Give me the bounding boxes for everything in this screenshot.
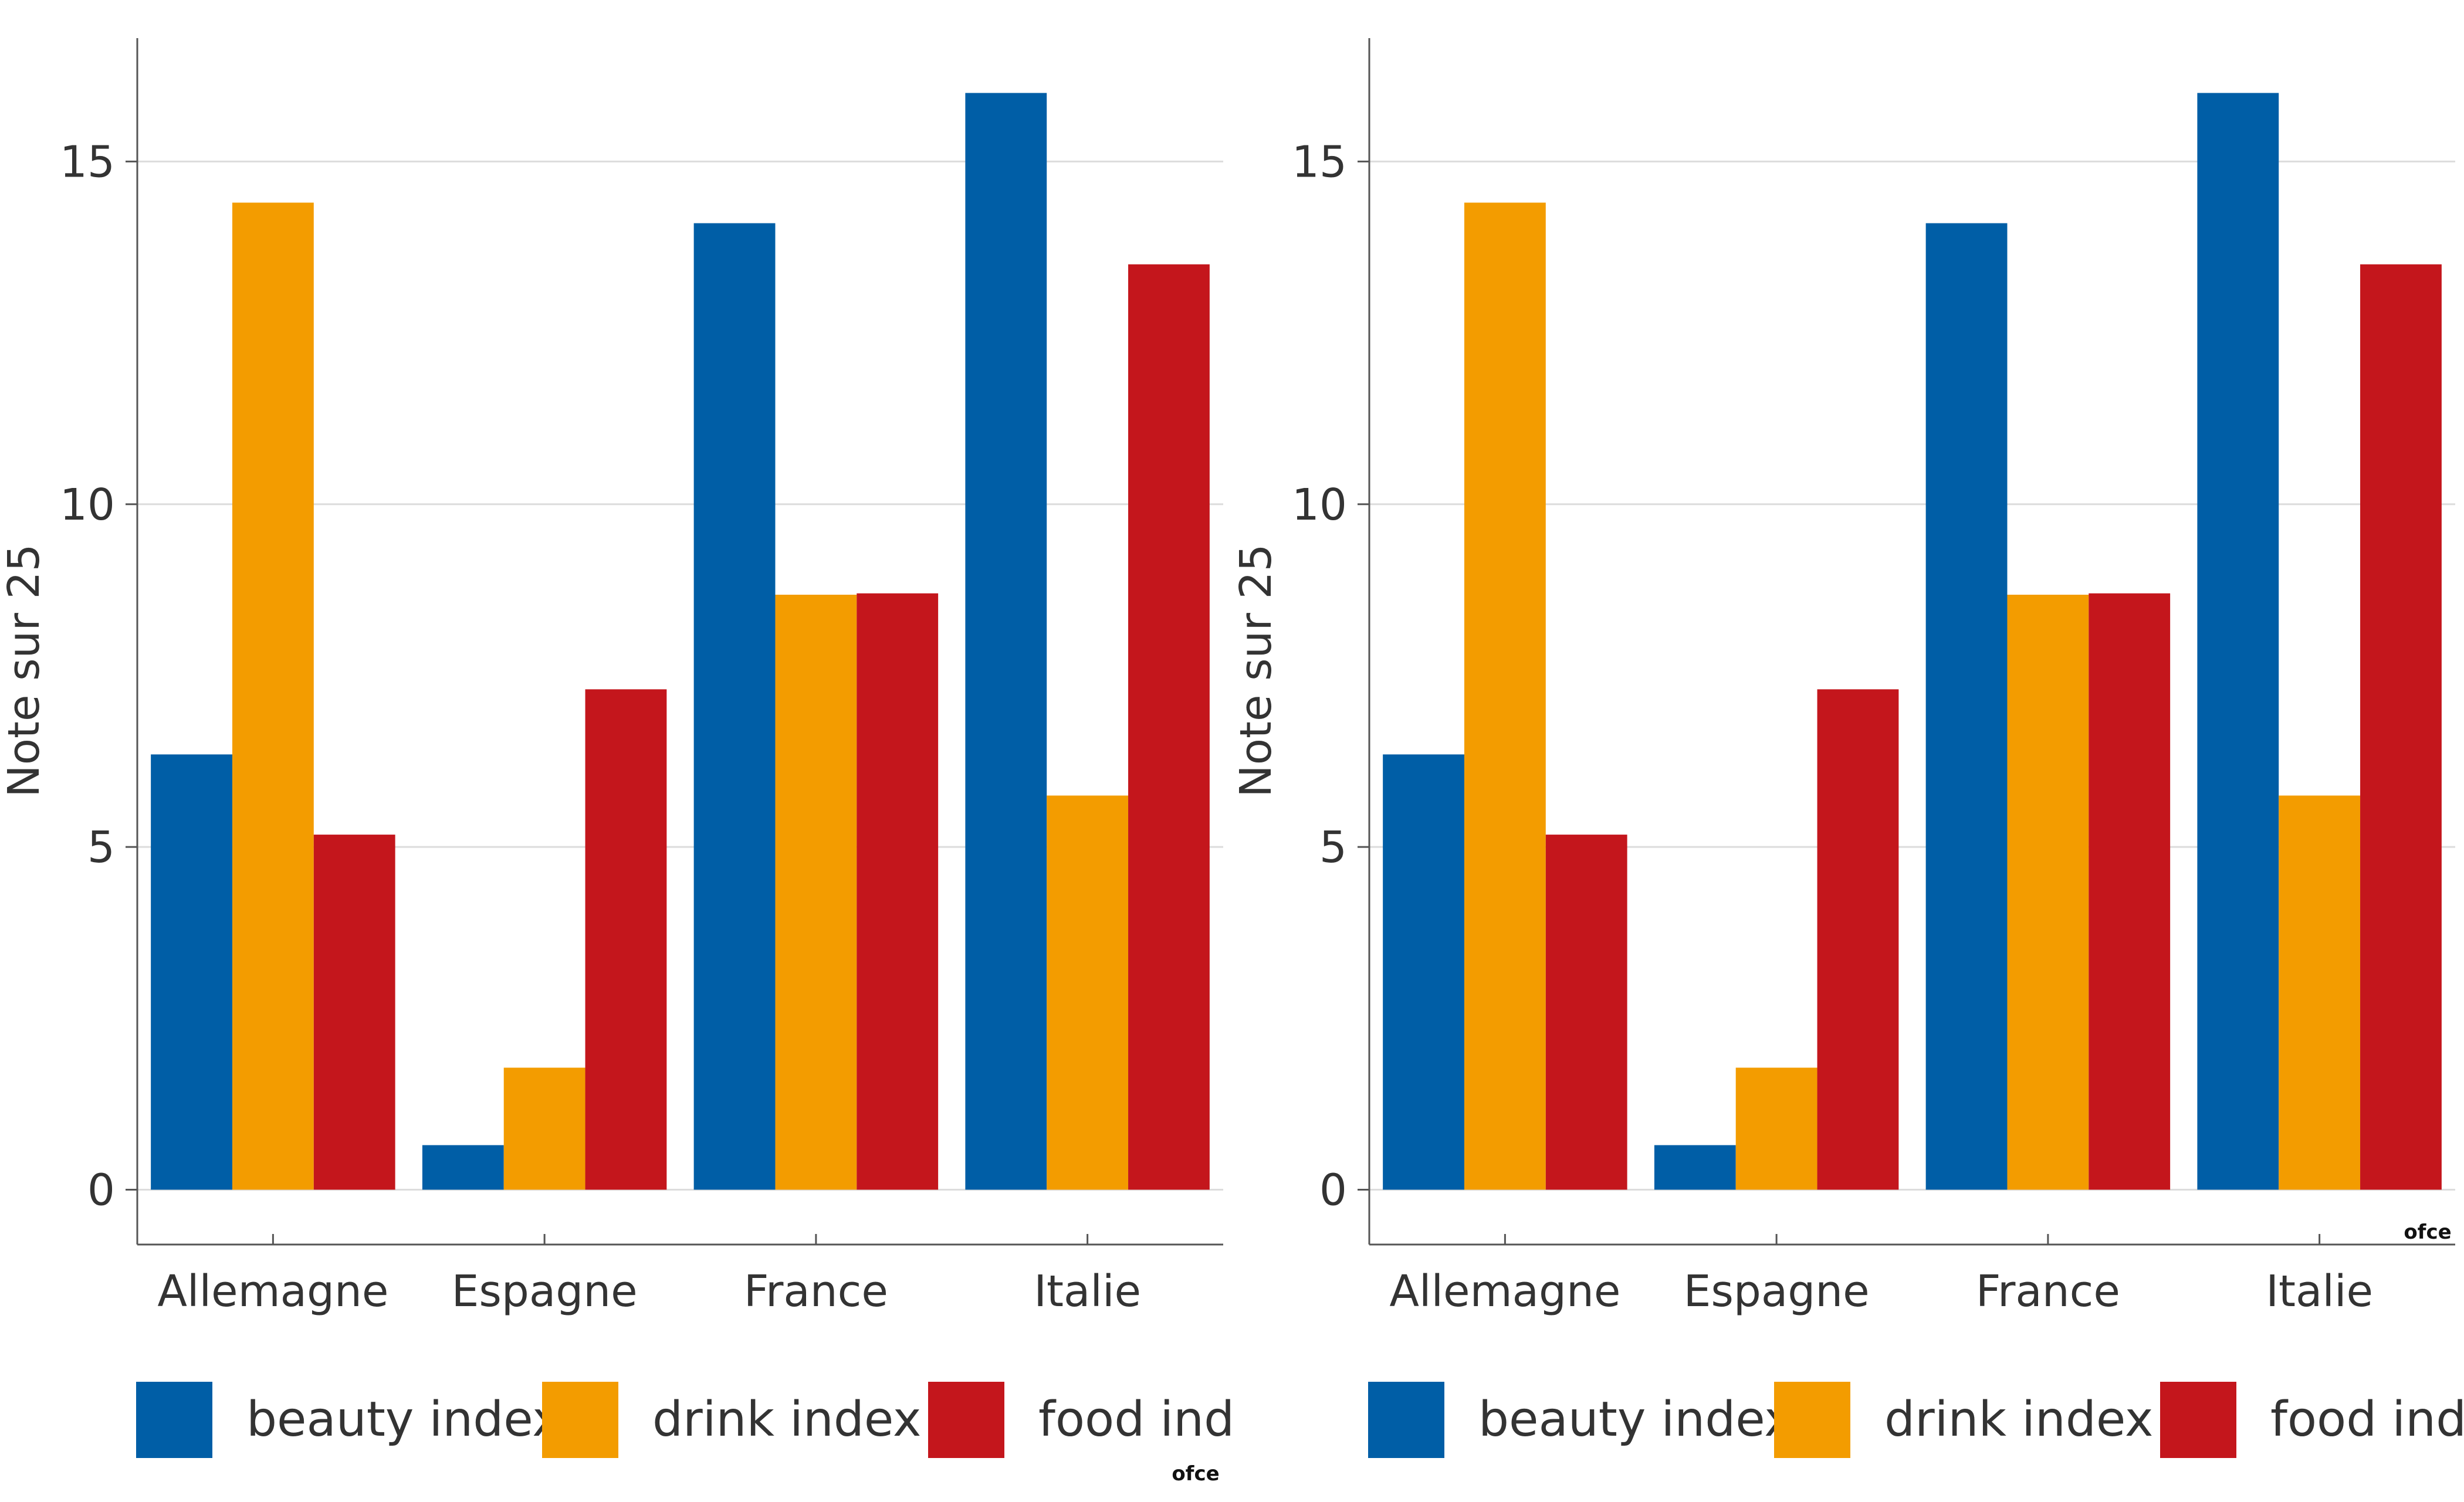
chart-panel-1: 0 5 10 15 Allemagne Espagne France Italie Note s… <box>0 38 1264 1486</box>
bar-beauty-index-allemagne <box>151 754 232 1190</box>
x-tick-label: Italie <box>1034 1266 1141 1317</box>
legend-label-3: food inde <box>2270 1392 2464 1447</box>
legend-label-3: food inde <box>1038 1392 1264 1447</box>
bar-beauty-index-france <box>1925 223 2008 1190</box>
y-tick-label: 0 <box>87 1165 115 1216</box>
bar-food-index-allemagne <box>313 835 395 1190</box>
bar-food-index-france <box>2089 593 2171 1190</box>
x-tick-label: Espagne <box>1684 1266 1870 1317</box>
x-tick-label: France <box>1976 1266 2120 1317</box>
legend-key-3 <box>2160 1382 2236 1458</box>
bar-drink-index-allemagne <box>1464 202 1546 1190</box>
x-tick-label: Allemagne <box>157 1266 388 1317</box>
legend-key-1 <box>136 1382 212 1458</box>
bar-food-index-france <box>857 593 939 1190</box>
legend-key-2 <box>1774 1382 1850 1458</box>
bar-drink-index-italie <box>2279 795 2361 1190</box>
y-tick-label: 10 <box>60 480 115 530</box>
y-tick-label: 15 <box>1292 137 1347 187</box>
y-tick-label: 10 <box>1292 480 1347 530</box>
legend: beauty index drink index food inde <box>136 1382 1264 1458</box>
bar-drink-index-france <box>775 595 857 1190</box>
legend-label-2: drink index <box>652 1392 921 1447</box>
chart-panel-2: 0 5 10 15 Allemagne Espagne France Italie Note s… <box>1231 38 2464 1458</box>
bar-drink-index-espagne <box>503 1067 585 1190</box>
y-tick-label: 5 <box>87 822 115 873</box>
y-tick-label: 0 <box>1319 1165 1347 1216</box>
legend-label-1: beauty index <box>1478 1392 1793 1447</box>
x-tick-label: France <box>744 1266 888 1317</box>
x-tick-label: Allemagne <box>1389 1266 1620 1317</box>
legend-key-2 <box>542 1382 618 1458</box>
bar-drink-index-italie <box>1047 795 1129 1190</box>
bar-food-index-italie <box>2360 264 2442 1190</box>
bar-drink-index-espagne <box>1735 1067 1817 1190</box>
bar-beauty-index-espagne <box>422 1145 504 1190</box>
ofce-logo: ofce <box>2404 1220 2451 1244</box>
bar-beauty-index-france <box>693 223 776 1190</box>
legend: beauty index drink index food inde <box>1368 1382 2464 1458</box>
legend-key-1 <box>1368 1382 1444 1458</box>
legend-label-2: drink index <box>1884 1392 2153 1447</box>
bar-drink-index-france <box>2007 595 2089 1190</box>
y-tick-label: 5 <box>1319 822 1347 873</box>
bar-beauty-index-allemagne <box>1383 754 1464 1190</box>
x-tick-label: Italie <box>2266 1266 2373 1317</box>
bar-beauty-index-italie <box>965 93 1047 1190</box>
y-axis-label: Note sur 25 <box>1231 544 1281 797</box>
bar-food-index-espagne <box>1817 689 1899 1190</box>
legend-label-1: beauty index <box>246 1392 561 1447</box>
bar-drink-index-allemagne <box>232 202 314 1190</box>
bar-food-index-espagne <box>585 689 667 1190</box>
bar-food-index-italie <box>1128 264 1210 1190</box>
bar-beauty-index-espagne <box>1654 1145 1736 1190</box>
bar-beauty-index-italie <box>2197 93 2279 1190</box>
y-axis-label: Note sur 25 <box>0 544 49 797</box>
y-tick-label: 15 <box>60 137 115 187</box>
ofce-logo: ofce <box>1172 1462 1219 1486</box>
bar-food-index-allemagne <box>1545 835 1627 1190</box>
legend-key-3 <box>928 1382 1004 1458</box>
x-tick-label: Espagne <box>452 1266 638 1317</box>
